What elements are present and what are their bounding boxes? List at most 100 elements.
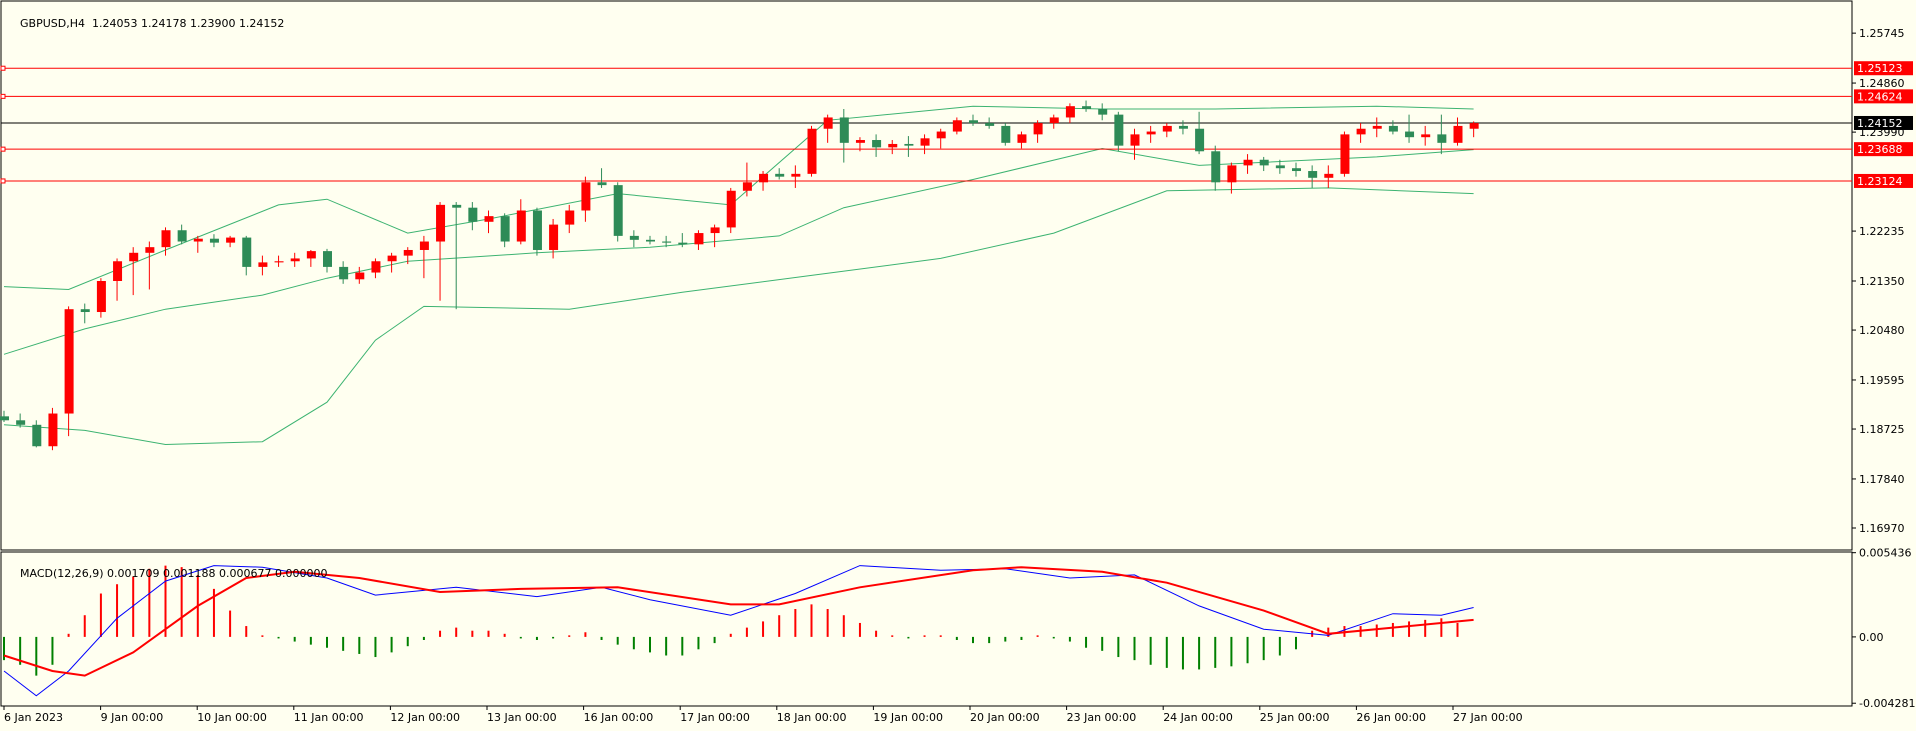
level-price-label: 1.24624 bbox=[1857, 90, 1903, 103]
candle-body-bull bbox=[936, 131, 946, 139]
level-handle bbox=[0, 146, 6, 152]
candle-body-bear bbox=[646, 239, 655, 242]
candle-body-bear bbox=[177, 230, 187, 242]
candle-body-bull bbox=[694, 233, 704, 245]
candle-body-bull bbox=[371, 261, 381, 273]
candle-body-bull bbox=[48, 413, 58, 447]
candle-body-bull bbox=[807, 128, 817, 174]
candle-body-bear bbox=[678, 242, 688, 245]
symbol-header: GBPUSD,H4 1.24053 1.24178 1.23900 1.2415… bbox=[6, 4, 284, 43]
candle-body-bear bbox=[904, 143, 914, 146]
candle-body-bull bbox=[1324, 173, 1334, 178]
price-tick-label: 1.24860 bbox=[1859, 77, 1905, 90]
candle-body-bull bbox=[258, 262, 268, 267]
candle-body-bull bbox=[193, 238, 203, 242]
candle-body-bull bbox=[855, 140, 865, 143]
time-tick-label: 23 Jan 00:00 bbox=[1067, 711, 1137, 724]
candle-body-bull bbox=[823, 117, 833, 129]
candle-body-bear bbox=[597, 182, 607, 186]
macd-header: MACD(12,26,9) 0.001709 0.001188 0.000677… bbox=[6, 554, 327, 593]
time-tick-label: 11 Jan 00:00 bbox=[294, 711, 364, 724]
price-axis: 1.257451.248601.239901.222351.213501.204… bbox=[1852, 27, 1905, 535]
candle-body-bear bbox=[872, 140, 882, 148]
level-price-tag bbox=[1854, 173, 1913, 188]
candle-body-bull bbox=[1469, 123, 1479, 129]
time-tick-label: 10 Jan 00:00 bbox=[197, 711, 267, 724]
current-price-label: 1.24152 bbox=[1857, 117, 1903, 130]
ohlc-label: 1.24053 1.24178 1.23900 1.24152 bbox=[91, 17, 285, 30]
candle-body-bull bbox=[565, 210, 575, 225]
price-tick-label: 1.20480 bbox=[1859, 324, 1905, 337]
time-tick-label: 25 Jan 00:00 bbox=[1260, 711, 1330, 724]
main-panel-frame bbox=[0, 0, 1853, 551]
candle-body-bear bbox=[1437, 134, 1447, 143]
candle-body-bull bbox=[1372, 125, 1382, 129]
level-handle bbox=[0, 178, 6, 184]
candle-body-bull bbox=[306, 251, 316, 259]
candle-body-bear bbox=[1388, 125, 1398, 132]
candle-body-bull bbox=[355, 272, 365, 280]
candle-body-bull bbox=[952, 120, 962, 132]
candle-body-bear bbox=[1001, 125, 1011, 143]
candle-body-bull bbox=[387, 255, 397, 262]
candle-body-bull bbox=[516, 210, 526, 242]
macd-tick-label: -0.004281 bbox=[1859, 697, 1915, 710]
candle-body-bear bbox=[1114, 114, 1124, 146]
level-price-tag bbox=[1854, 61, 1913, 76]
time-tick-label: 17 Jan 00:00 bbox=[680, 711, 750, 724]
time-tick-label: 19 Jan 00:00 bbox=[873, 711, 943, 724]
candle-body-bull bbox=[726, 190, 736, 228]
candle-body-bear bbox=[1308, 171, 1318, 178]
candle-body-bear bbox=[209, 238, 219, 243]
candle-body-bull bbox=[403, 249, 413, 256]
candle-body-bear bbox=[452, 204, 462, 208]
candle-body-bull bbox=[1227, 165, 1237, 183]
candle-body-bull bbox=[791, 173, 801, 177]
candle-body-bear bbox=[532, 210, 542, 250]
macd-tick-label: 0.005436 bbox=[1859, 547, 1912, 560]
candle-body-bull bbox=[581, 182, 591, 211]
candle-body-bear bbox=[1098, 108, 1108, 115]
time-tick-label: 13 Jan 00:00 bbox=[487, 711, 557, 724]
macd-tick-label: 0.00 bbox=[1859, 631, 1884, 644]
candle-body-bull bbox=[436, 204, 446, 242]
time-tick-label: 27 Jan 00:00 bbox=[1453, 711, 1523, 724]
price-tick-label: 1.25745 bbox=[1859, 27, 1905, 40]
candle-body-bull bbox=[759, 173, 769, 183]
candle-body-bear bbox=[1259, 159, 1269, 166]
candle-body-bull bbox=[1033, 123, 1043, 135]
candle-body-bull bbox=[1356, 128, 1366, 135]
level-price-label: 1.23124 bbox=[1857, 175, 1903, 188]
candle-body-bear bbox=[1082, 106, 1092, 109]
bollinger-middle-line bbox=[3, 147, 1474, 355]
candle-body-bull bbox=[742, 182, 752, 191]
symbol-label: GBPUSD,H4 bbox=[20, 17, 85, 30]
candle-body-bull bbox=[1146, 131, 1156, 135]
price-tick-label: 1.22235 bbox=[1859, 225, 1905, 238]
candle-body-bear bbox=[839, 117, 849, 143]
time-tick-label: 20 Jan 00:00 bbox=[970, 711, 1040, 724]
candle-body-bull bbox=[129, 252, 139, 262]
candle-body-bull bbox=[1453, 125, 1463, 143]
candle-body-bull bbox=[1130, 134, 1140, 146]
price-tick-label: 1.18725 bbox=[1859, 423, 1905, 436]
candle-body-bear bbox=[613, 185, 623, 236]
candle-body-bear bbox=[0, 416, 9, 421]
candle-body-bull bbox=[1017, 134, 1027, 143]
candle-body-bear bbox=[242, 237, 252, 267]
time-tick-label: 12 Jan 00:00 bbox=[390, 711, 460, 724]
candle-body-bull bbox=[710, 227, 720, 234]
level-handle bbox=[0, 65, 6, 71]
time-tick-label: 18 Jan 00:00 bbox=[777, 711, 847, 724]
candle-body-bull bbox=[64, 309, 74, 414]
candle-body-bear bbox=[323, 251, 332, 267]
candle-body-bear bbox=[80, 309, 90, 313]
macd-signal-line bbox=[3, 566, 1474, 677]
level-price-tag bbox=[1854, 142, 1913, 157]
time-tick-label: 26 Jan 00:00 bbox=[1356, 711, 1426, 724]
candle-body-bull bbox=[1065, 106, 1075, 118]
price-tick-label: 1.17840 bbox=[1859, 473, 1905, 486]
price-tick-label: 1.16970 bbox=[1859, 522, 1905, 535]
